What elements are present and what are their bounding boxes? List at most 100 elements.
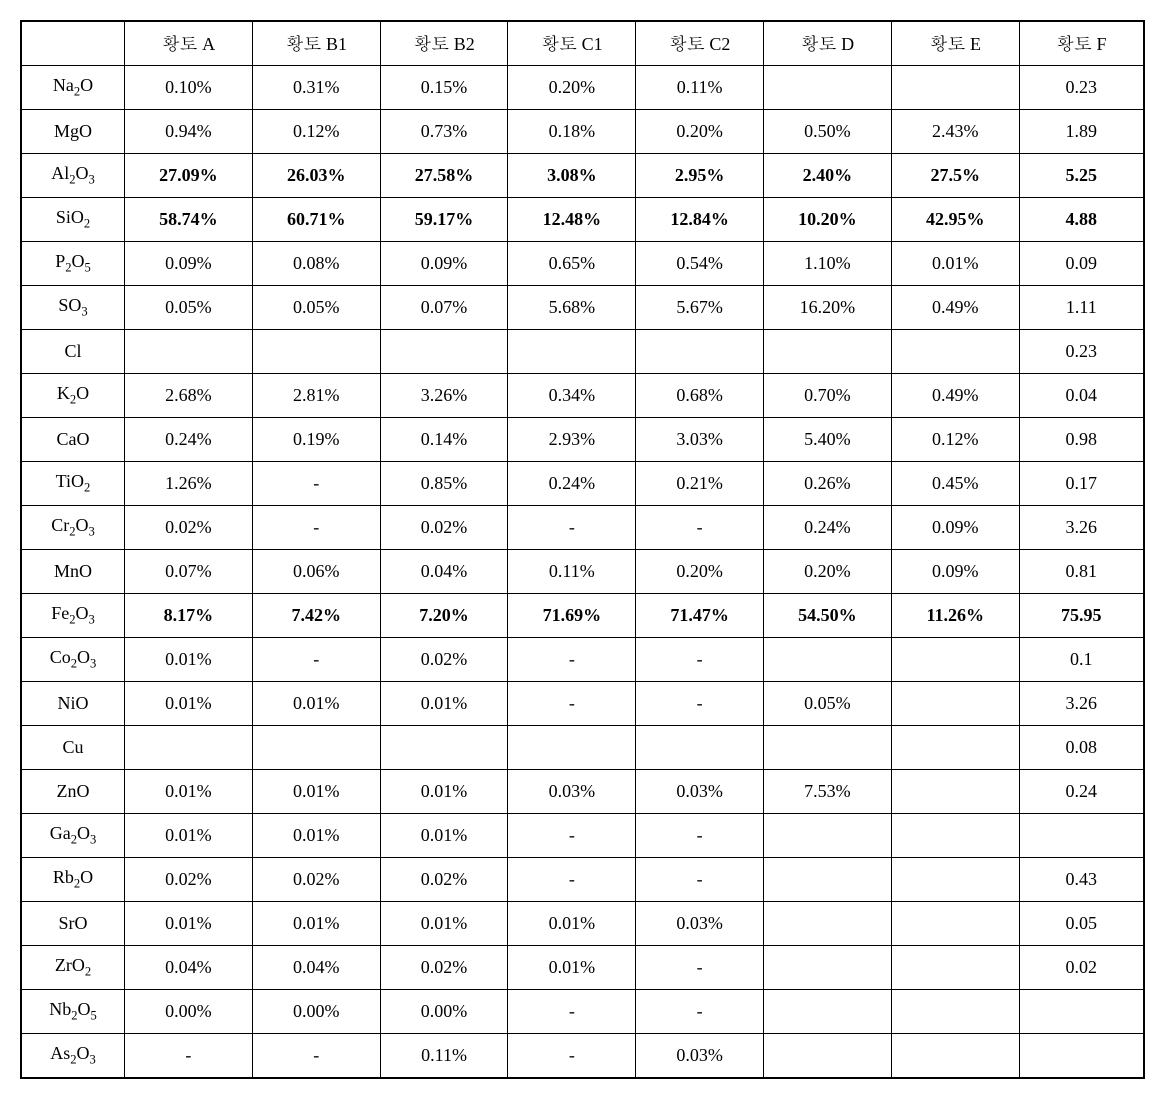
data-cell	[380, 330, 508, 374]
data-cell: 0.01%	[380, 814, 508, 858]
data-cell: 11.26%	[891, 594, 1019, 638]
data-cell: 0.03%	[636, 770, 764, 814]
data-cell: 0.65%	[508, 242, 636, 286]
data-cell: -	[636, 682, 764, 726]
data-cell	[764, 990, 892, 1034]
data-cell: 1.26%	[125, 462, 253, 506]
data-cell: 0.01%	[125, 638, 253, 682]
data-cell: 0.20%	[636, 110, 764, 154]
data-cell	[764, 726, 892, 770]
data-cell: 0.08%	[252, 242, 380, 286]
data-cell: 0.04%	[125, 946, 253, 990]
table-row: SO30.05%0.05%0.07%5.68%5.67%16.20%0.49%1…	[21, 286, 1144, 330]
row-label: Cr2O3	[21, 506, 125, 550]
table-row: Fe2O38.17%7.42%7.20%71.69%71.47%54.50%11…	[21, 594, 1144, 638]
row-label: MgO	[21, 110, 125, 154]
row-label: ZrO2	[21, 946, 125, 990]
data-cell: 0.12%	[891, 418, 1019, 462]
data-cell: 0.20%	[508, 66, 636, 110]
data-cell: 16.20%	[764, 286, 892, 330]
row-label: Al2O3	[21, 154, 125, 198]
data-cell: -	[636, 814, 764, 858]
data-cell: 26.03%	[252, 154, 380, 198]
data-cell: 3.26%	[380, 374, 508, 418]
column-header: 황토 D	[764, 21, 892, 66]
data-cell: 27.58%	[380, 154, 508, 198]
data-cell: 0.10%	[125, 66, 253, 110]
data-cell	[764, 330, 892, 374]
data-cell	[1019, 814, 1144, 858]
data-cell: 0.02%	[125, 858, 253, 902]
data-cell	[125, 330, 253, 374]
data-cell: -	[252, 462, 380, 506]
data-cell: 0.24	[1019, 770, 1144, 814]
row-label: Ga2O3	[21, 814, 125, 858]
row-label: CaO	[21, 418, 125, 462]
data-cell: 0.21%	[636, 462, 764, 506]
data-cell: 0.12%	[252, 110, 380, 154]
data-cell: 0.01%	[252, 770, 380, 814]
data-cell: 3.03%	[636, 418, 764, 462]
data-cell: 2.81%	[252, 374, 380, 418]
data-cell	[891, 66, 1019, 110]
data-cell	[764, 814, 892, 858]
data-cell: -	[508, 858, 636, 902]
table-row: TiO21.26%-0.85%0.24%0.21%0.26%0.45%0.17	[21, 462, 1144, 506]
data-cell: 2.43%	[891, 110, 1019, 154]
data-cell	[1019, 1034, 1144, 1079]
data-cell: 3.26	[1019, 506, 1144, 550]
column-header: 황토 E	[891, 21, 1019, 66]
row-label: Cl	[21, 330, 125, 374]
data-cell: 5.67%	[636, 286, 764, 330]
row-label: NiO	[21, 682, 125, 726]
data-cell: 0.05%	[125, 286, 253, 330]
data-cell: 0.94%	[125, 110, 253, 154]
data-cell: 2.40%	[764, 154, 892, 198]
data-cell	[252, 726, 380, 770]
data-cell: 0.01%	[125, 770, 253, 814]
row-label: Fe2O3	[21, 594, 125, 638]
data-cell: 1.89	[1019, 110, 1144, 154]
data-cell	[508, 330, 636, 374]
data-cell: 8.17%	[125, 594, 253, 638]
column-header: 황토 F	[1019, 21, 1144, 66]
data-cell	[764, 66, 892, 110]
data-cell: 0.81	[1019, 550, 1144, 594]
data-cell	[636, 726, 764, 770]
data-cell: 0.02%	[380, 858, 508, 902]
table-row: Ga2O30.01%0.01%0.01%--	[21, 814, 1144, 858]
data-cell	[636, 330, 764, 374]
data-cell: 0.02%	[125, 506, 253, 550]
data-cell: 27.5%	[891, 154, 1019, 198]
data-cell: 0.07%	[380, 286, 508, 330]
data-cell: -	[636, 858, 764, 902]
data-cell: 3.26	[1019, 682, 1144, 726]
data-cell: 0.00%	[380, 990, 508, 1034]
data-cell: 0.01%	[125, 814, 253, 858]
data-cell	[891, 990, 1019, 1034]
data-cell: 0.24%	[764, 506, 892, 550]
data-cell: 0.20%	[764, 550, 892, 594]
data-cell: 0.14%	[380, 418, 508, 462]
data-cell: 0.09	[1019, 242, 1144, 286]
data-cell	[764, 946, 892, 990]
data-cell: 0.24%	[125, 418, 253, 462]
data-cell	[891, 330, 1019, 374]
data-cell: 0.01%	[252, 902, 380, 946]
row-label: MnO	[21, 550, 125, 594]
data-cell: 0.02%	[380, 946, 508, 990]
data-cell: -	[508, 1034, 636, 1079]
data-cell: -	[252, 1034, 380, 1079]
table-row: MgO0.94%0.12%0.73%0.18%0.20%0.50%2.43%1.…	[21, 110, 1144, 154]
row-label: ZnO	[21, 770, 125, 814]
data-cell: 42.95%	[891, 198, 1019, 242]
table-row: MnO0.07%0.06%0.04%0.11%0.20%0.20%0.09%0.…	[21, 550, 1144, 594]
data-cell: 0.23	[1019, 66, 1144, 110]
data-cell	[764, 902, 892, 946]
table-row: Cu0.08	[21, 726, 1144, 770]
data-cell: 0.00%	[252, 990, 380, 1034]
table-row: SiO258.74%60.71%59.17%12.48%12.84%10.20%…	[21, 198, 1144, 242]
data-cell: 0.04%	[252, 946, 380, 990]
data-cell: -	[125, 1034, 253, 1079]
data-cell: 0.01%	[380, 770, 508, 814]
